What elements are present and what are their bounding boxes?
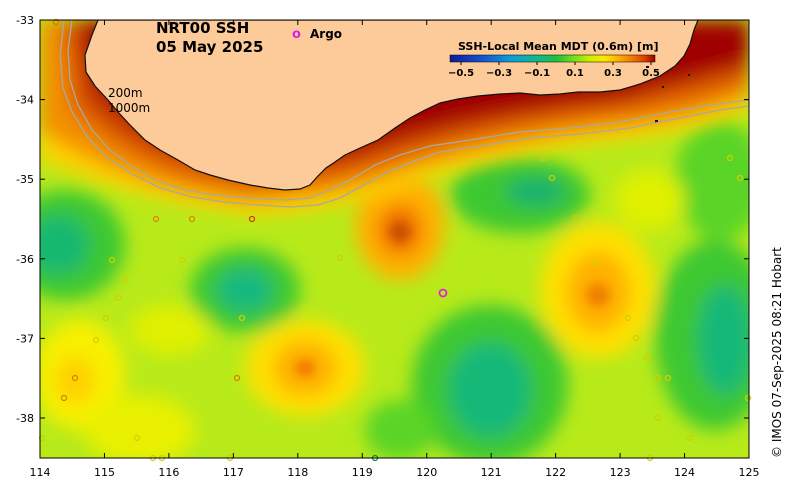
lon-tick-label: 115 (94, 466, 115, 479)
lat-tick-label: -37 (16, 332, 34, 345)
lon-tick-label: 125 (739, 466, 760, 479)
isobath-lines (59, 20, 749, 208)
lon-tick-label: 121 (481, 466, 502, 479)
lon-tick-label: 116 (158, 466, 179, 479)
colorbar (449, 54, 656, 63)
plot-frame (39, 19, 750, 459)
colorbar-tick-label: 0.5 (642, 68, 660, 79)
lon-tick-label: 124 (674, 466, 695, 479)
credit-text: © IMOS 07-Sep-2025 08:21 Hobart (770, 247, 784, 458)
lon-tick-label: 119 (352, 466, 373, 479)
lon-tick-label: 114 (30, 466, 51, 479)
colorbar-tick-label: 0.1 (566, 68, 584, 79)
isobath-1000-label: 1000m (108, 101, 150, 115)
latitude-axis: -33 -34 -35 -36 -37 -38 (16, 14, 749, 425)
colorbar-tick-label: −0.1 (524, 68, 550, 79)
lat-tick-label: -38 (16, 412, 34, 425)
colorbar-tick-label: 0.3 (604, 68, 622, 79)
lon-tick-label: 123 (610, 466, 631, 479)
colorbar-ticks: −0.5 −0.3 −0.1 0.1 0.3 0.5 (448, 62, 660, 79)
colorbar-tick-label: −0.5 (448, 68, 474, 79)
lat-tick-label: -33 (16, 14, 34, 27)
isobath-200-label: 200m (108, 86, 143, 100)
lat-tick-label: -35 (16, 173, 34, 186)
map-title-line2: 05 May 2025 (156, 38, 263, 56)
map-title-line1: NRT00 SSH (156, 19, 249, 37)
argo-legend-label: Argo (310, 27, 342, 41)
longitude-axis: 114 115 116 117 118 119 120 121 122 123 124 125 (30, 20, 760, 479)
argo-float-markers (38, 18, 752, 462)
lat-tick-label: -34 (16, 94, 34, 107)
lon-tick-label: 117 (223, 466, 244, 479)
colorbar-title: SSH-Local Mean MDT (0.6m) [m] (458, 40, 658, 53)
lon-tick-label: 122 (545, 466, 566, 479)
land-mass (84, 20, 699, 191)
lon-tick-label: 120 (416, 466, 437, 479)
ssh-anomaly-field (40, 20, 749, 458)
lat-tick-label: -36 (16, 253, 34, 266)
colorbar-tick-label: −0.3 (486, 68, 512, 79)
highlighted-argo-float (438, 288, 448, 298)
lon-tick-label: 118 (287, 466, 308, 479)
argo-legend-symbol: o (292, 27, 301, 42)
